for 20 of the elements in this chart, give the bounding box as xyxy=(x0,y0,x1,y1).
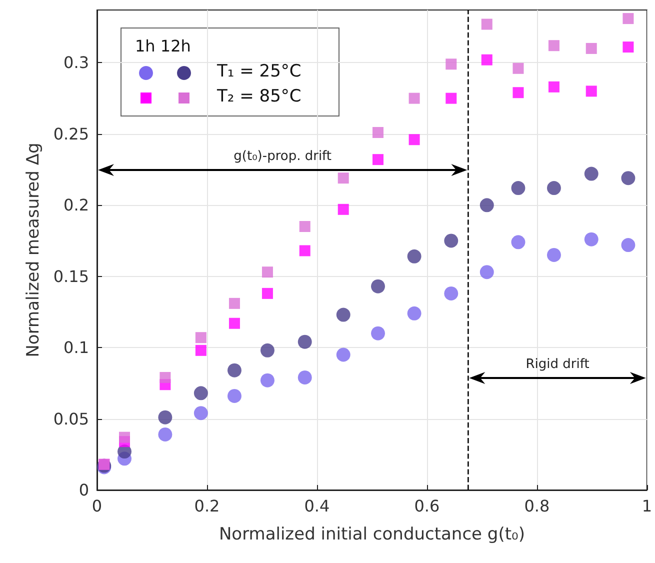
y-tick-label: 0.2 xyxy=(64,196,89,215)
x-tick-label: 0.6 xyxy=(414,496,440,516)
y-tick-label: 0.25 xyxy=(53,124,89,144)
x-tick-label: 0.4 xyxy=(304,496,330,516)
x-tick-label: 0 xyxy=(92,496,102,516)
y-tick-label: 0.1 xyxy=(64,338,89,358)
x-axis-title: Normalized initial conductance g(t₀) xyxy=(218,524,525,544)
y-tick-label: 0.3 xyxy=(64,53,89,72)
y-axis-title: Normalized measured Δg xyxy=(24,142,44,358)
annotation: Rigid drift xyxy=(526,357,590,372)
legend-title: 1h 12h xyxy=(135,36,191,56)
legend-label: T₁ = 25°C xyxy=(216,62,302,82)
y-tick-label: 0 xyxy=(78,480,89,500)
legend-label: T₂ = 85°C xyxy=(216,86,302,106)
y-tick-label: 0.15 xyxy=(53,266,89,286)
x-tick-label: 0.2 xyxy=(194,496,220,516)
x-tick-label: 0.8 xyxy=(524,496,550,516)
x-tick-label: 1 xyxy=(642,496,652,516)
y-tick-label: 0.05 xyxy=(53,409,89,428)
annotation: g(t₀)-prop. drift xyxy=(234,149,332,164)
